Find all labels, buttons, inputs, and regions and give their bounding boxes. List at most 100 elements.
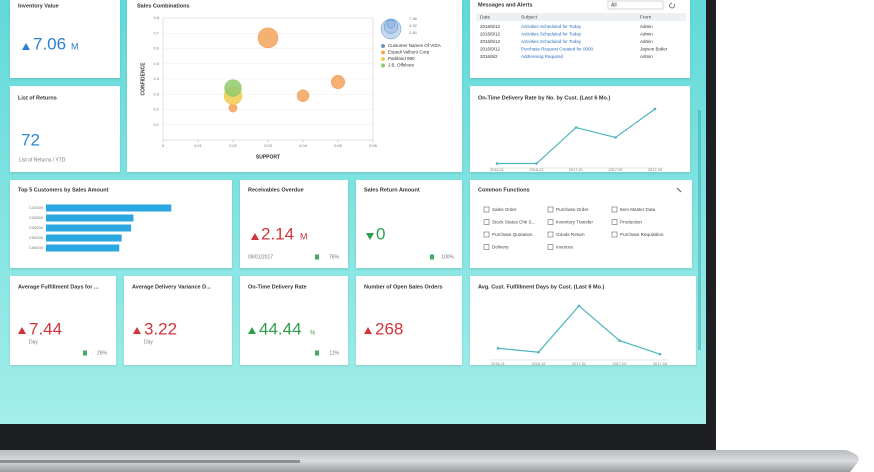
function-link[interactable]: Production	[620, 220, 642, 225]
x-tick-label: 0.04	[299, 143, 308, 148]
function-icon	[483, 231, 490, 238]
table-cell: Addressing Required	[521, 54, 564, 59]
function-link[interactable]: Stock Status Chk S...	[492, 220, 535, 225]
function-icon	[611, 231, 618, 238]
up-arrow	[364, 327, 372, 334]
tile-title: Sales Return Amount	[364, 187, 420, 193]
table-cell: Admin	[640, 39, 653, 44]
change-text: 26%	[97, 350, 108, 356]
y-tick-label: 0.2	[153, 107, 159, 112]
refresh-icon[interactable]	[669, 2, 675, 9]
table-header: Subject	[521, 14, 538, 20]
table-cell: Admin	[640, 24, 653, 29]
bar	[46, 234, 122, 242]
function-link[interactable]: Sales Order	[492, 207, 517, 212]
size-legend-circle	[386, 19, 396, 29]
tile-title: Average Fulfillment Days for ...	[18, 284, 99, 290]
function-link[interactable]: Inventory Transfer	[556, 220, 593, 225]
tile-title: Messages and Alerts	[478, 2, 533, 8]
up-arrow	[248, 327, 256, 334]
x-tick-label: 0.01	[194, 143, 203, 148]
kpi-value: 268	[375, 319, 403, 338]
function-icon	[547, 206, 554, 213]
x-tick-label: 2016-12	[530, 168, 544, 172]
function-link[interactable]: Invoices	[556, 245, 574, 250]
edit-icon[interactable]	[676, 187, 682, 193]
table-cell: 2016/9/12	[480, 39, 501, 44]
y-tick-label: 0.3	[153, 91, 159, 96]
laptop-base	[0, 450, 859, 472]
tile-title: Receivables Overdue	[248, 187, 304, 193]
bar	[46, 244, 120, 252]
tile	[10, 276, 116, 365]
tile	[127, 0, 462, 172]
y-tick-label: 0.5	[153, 61, 159, 66]
function-link[interactable]: Purchase Requisition	[620, 232, 664, 237]
down-arrow	[366, 233, 374, 240]
y-tick-label: 0.1	[153, 122, 159, 127]
table-cell: 2016/9/12	[480, 32, 501, 37]
function-icon	[547, 219, 554, 225]
point	[653, 107, 657, 111]
kpi-unit: Day	[144, 339, 153, 345]
bubble	[228, 103, 238, 113]
function-icon	[611, 219, 618, 225]
tile	[356, 180, 462, 268]
x-tick-label: 2016-11	[491, 362, 505, 366]
function-icon	[483, 219, 490, 225]
change-text: 11%	[329, 350, 339, 356]
size-legend-label: 4.92	[409, 23, 418, 28]
bubble	[224, 79, 242, 97]
tile	[470, 180, 692, 268]
change-text: 100%	[441, 254, 454, 260]
table-cell: Purchase Request Created for 0000	[521, 47, 594, 52]
up-arrow	[18, 327, 26, 334]
legend-label: Parkland 990	[388, 56, 415, 61]
point	[658, 352, 662, 356]
bar-label: C50000	[29, 235, 44, 240]
x-tick-label: 0.06	[369, 143, 378, 148]
kpi-unit: M	[71, 41, 79, 51]
x-tick-label: 2016-11	[490, 168, 504, 172]
change-text: 76%	[329, 254, 340, 260]
table-cell: 2016/9/12	[480, 47, 501, 52]
tile-title: On-Time Delivery Rate	[248, 284, 307, 290]
kpi-value: 2.14	[261, 224, 294, 243]
function-link[interactable]: Purchase Quotation	[492, 232, 533, 237]
tile-title: Average Delivery Variance D...	[132, 284, 211, 290]
tile-title: List of Returns	[18, 95, 57, 101]
function-link[interactable]: Item Master Data	[620, 207, 656, 212]
legend-swatch	[381, 50, 385, 55]
bar-label: C40000	[29, 225, 44, 230]
filter-value: All	[611, 2, 617, 8]
x-tick-label: 2017-01	[569, 168, 583, 172]
table-cell: Activities Scheduled for Today	[521, 39, 582, 44]
table-header: From	[640, 14, 651, 20]
function-icon	[547, 244, 554, 250]
function-link[interactable]: Goods Return	[556, 232, 585, 237]
table-header: Date	[480, 14, 490, 20]
bubble	[296, 89, 310, 103]
trend-arrows	[18, 43, 374, 334]
point	[614, 136, 617, 139]
bezel-bottom	[0, 424, 716, 452]
bar	[46, 204, 172, 212]
kpi-unit: Day	[29, 339, 38, 345]
filter-dropdown[interactable]	[607, 0, 664, 10]
bubble	[330, 75, 346, 90]
legend-label: Customer Names Of VIDA	[388, 43, 441, 48]
x-tick-label: 0.02	[229, 143, 238, 148]
y-tick-label: 0.8	[153, 15, 159, 20]
legend-label: J.B. Offshore	[388, 63, 415, 68]
y-tick-label: 0.4	[153, 76, 159, 81]
tile-title: Sales Combinations	[137, 3, 190, 9]
bezel-right	[706, 0, 716, 430]
bar-label: C30000	[29, 215, 44, 220]
kpi-unit: %	[310, 331, 316, 337]
change-icon	[315, 350, 319, 356]
x-tick-label: 0.05	[334, 143, 343, 148]
function-link[interactable]: Delivery	[492, 245, 509, 250]
kpi-value: 3.22	[144, 319, 177, 338]
function-link[interactable]: Purchase Order	[556, 207, 589, 212]
